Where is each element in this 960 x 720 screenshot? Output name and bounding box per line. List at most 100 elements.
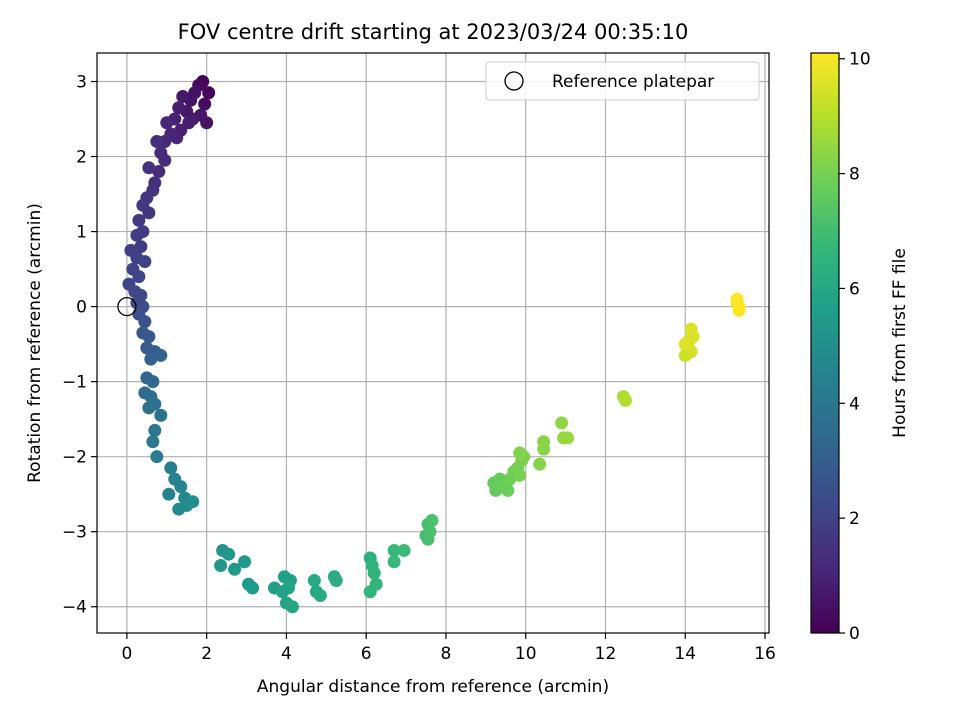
legend-marker [504,71,524,91]
legend: Reference platepar [485,61,760,101]
scatter-point [138,255,152,269]
scatter-point [513,446,527,460]
colorbar-gradient [811,53,839,633]
scatter-point [214,558,228,572]
x-tick-label: 6 [361,644,372,664]
scatter-point [387,543,401,557]
scatter-point [132,213,146,227]
x-tick-label: 4 [281,644,292,664]
scatter-point [160,116,174,130]
scatter-point [138,315,152,329]
scatter-point [329,573,343,587]
scatter-point [176,90,190,104]
chart-title: FOV centre drift starting at 2023/03/24 … [178,20,689,44]
colorbar-tick-label: 6 [849,279,860,299]
colorbar-ticks: 0 2 4 6 8 10 [839,50,871,644]
colorbar-tick-label: 2 [849,509,860,529]
x-tick-label: 0 [121,644,132,664]
scatter-point [186,495,200,509]
scatter-point [158,153,172,167]
scatter-point [285,600,299,614]
scatter-point [732,300,746,314]
scatter-point [423,525,437,539]
scatter-point [130,228,144,242]
y-tick-label: 0 [76,298,87,318]
scatter-point [142,330,156,344]
scatter-point [134,240,148,254]
scatter-points [122,75,746,614]
scatter-point [144,352,158,366]
scatter-point [513,468,527,482]
scatter-point [150,450,164,464]
scatter-point [154,408,168,422]
scatter-point [533,457,547,471]
scatter-point [202,86,216,100]
scatter-point [222,547,236,561]
x-tick-label: 8 [441,644,452,664]
grid [97,53,769,633]
y-axis-label: Rotation from reference (arcmin) [25,203,45,483]
y-tick-label: −3 [62,523,87,543]
y-tick-label: −1 [62,373,87,393]
scatter-point [367,566,381,580]
y-tick-label: 2 [76,148,87,168]
scatter-point [148,397,162,411]
scatter-point [150,135,164,149]
scatter-point [281,581,295,595]
scatter-point [489,483,503,497]
scatter-point [307,573,321,587]
y-tick-label: −4 [62,598,87,618]
colorbar-label: Hours from first FF file [890,248,910,438]
scatter-point [561,431,575,445]
x-tick-label: 16 [754,644,776,664]
scatter-point [146,375,160,389]
scatter-point [142,206,156,220]
x-axis-label: Angular distance from reference (arcmin) [257,677,609,697]
y-tick-label: −2 [62,448,87,468]
scatter-point [198,97,212,111]
plot-frame [96,52,770,634]
scatter-point [146,435,160,449]
y-axis-ticks: −4 −3 −2 −1 0 1 2 3 [62,73,97,618]
scatter-point [387,555,401,569]
scatter-point [618,393,632,407]
x-tick-label: 14 [674,644,696,664]
colorbar-frame [810,52,840,634]
scatter-point [678,337,692,351]
x-axis-ticks: 0 2 4 6 8 10 12 14 16 [121,633,776,664]
scatter-point [162,487,176,501]
scatter-point [313,588,327,602]
scatter-point [684,322,698,336]
scatter-point [154,348,168,362]
reference-platepar-marker [117,296,137,317]
x-tick-label: 2 [201,644,212,664]
legend-box [485,61,760,101]
y-tick-label: 1 [76,223,87,243]
scatter-point [397,543,411,557]
scatter-point [369,577,383,591]
scatter-point [164,461,178,475]
y-tick-label: 3 [76,73,87,93]
colorbar: 0 2 4 6 8 10 Hours from first FF file [810,50,910,644]
scatter-point [228,562,242,576]
colorbar-tick-label: 10 [849,50,871,70]
scatter-point [555,416,569,430]
scatter-point [132,270,146,284]
colorbar-tick-label: 4 [849,394,860,414]
scatter-point [142,161,156,175]
scatter-point [172,101,186,115]
scatter-point [501,483,515,497]
colorbar-tick-label: 0 [849,624,860,644]
scatter-point [148,423,162,437]
x-tick-label: 10 [515,644,537,664]
scatter-point [537,435,551,449]
legend-label: Reference platepar [552,72,714,92]
scatter-point [238,555,252,569]
scatter-point [152,165,166,179]
x-tick-label: 12 [595,644,617,664]
scatter-point [174,480,188,494]
colorbar-tick-label: 8 [849,165,860,185]
scatter-point [425,513,439,527]
scatter-point [246,581,260,595]
